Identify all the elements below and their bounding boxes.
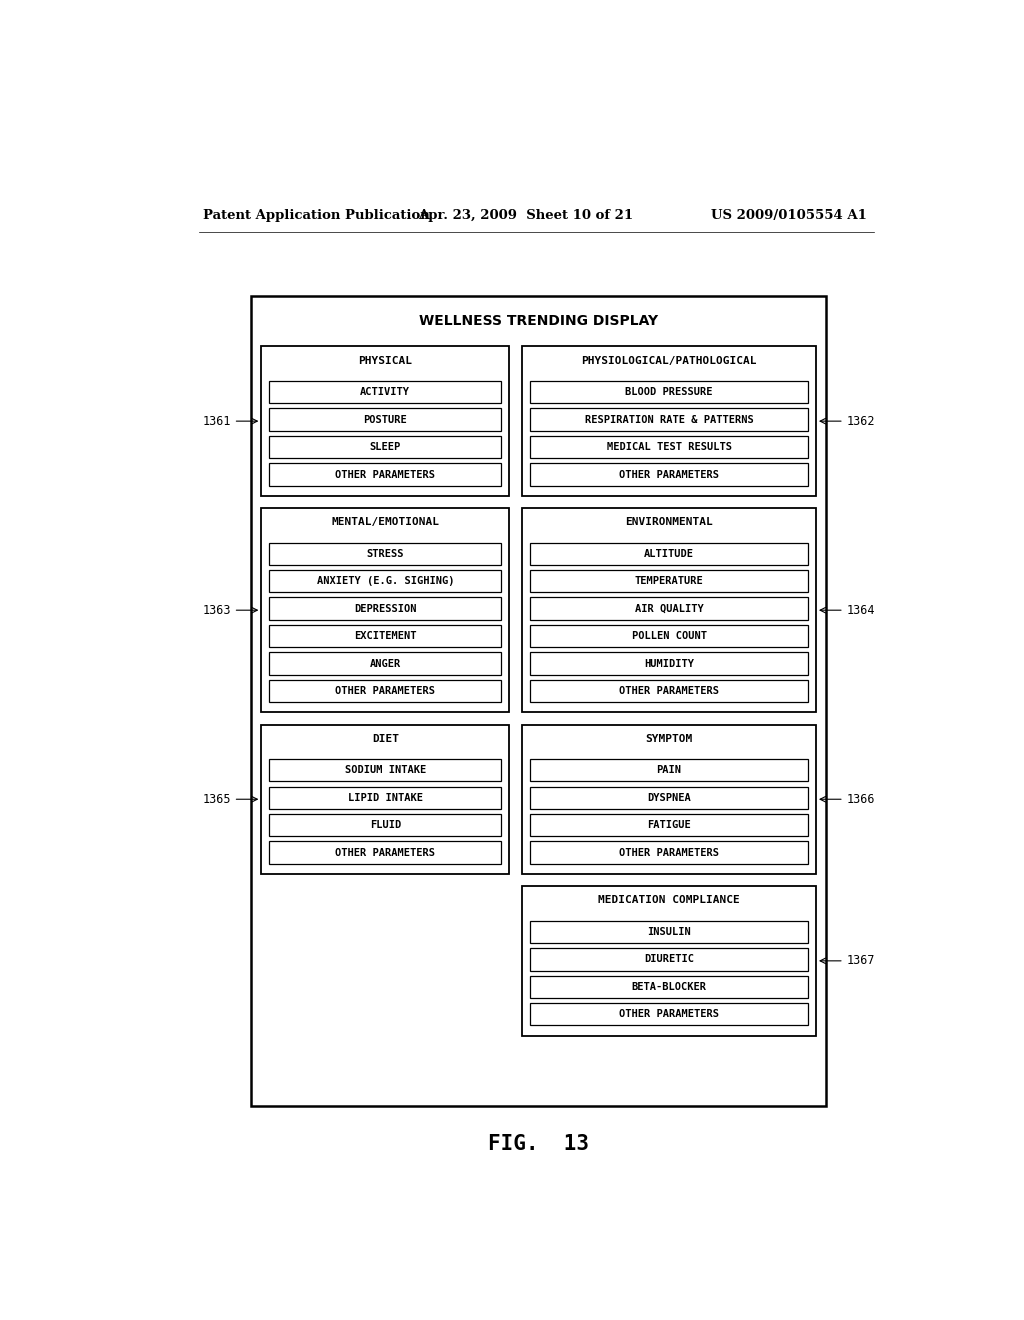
Bar [261, 725, 509, 874]
Text: DYSPNEA: DYSPNEA [647, 793, 691, 803]
Text: INSULIN: INSULIN [647, 927, 691, 937]
Bar [530, 814, 808, 837]
Text: ANGER: ANGER [370, 659, 401, 668]
Bar [530, 436, 808, 458]
Bar [530, 1003, 808, 1026]
Bar [269, 436, 502, 458]
Bar [269, 759, 502, 781]
Bar [269, 680, 502, 702]
Text: OTHER PARAMETERS: OTHER PARAMETERS [335, 470, 435, 479]
Text: OTHER PARAMETERS: OTHER PARAMETERS [335, 686, 435, 696]
Text: WELLNESS TRENDING DISPLAY: WELLNESS TRENDING DISPLAY [419, 314, 658, 327]
Bar [530, 680, 808, 702]
Text: MENTAL/EMOTIONAL: MENTAL/EMOTIONAL [332, 517, 439, 527]
Bar [522, 508, 816, 713]
Bar [530, 975, 808, 998]
Bar [530, 408, 808, 430]
Bar [261, 346, 509, 496]
Text: POSTURE: POSTURE [364, 414, 408, 425]
Text: PHYSIOLOGICAL/PATHOLOGICAL: PHYSIOLOGICAL/PATHOLOGICAL [582, 355, 757, 366]
Text: ALTITUDE: ALTITUDE [644, 549, 694, 558]
Bar [251, 296, 826, 1106]
Text: FIG.  13: FIG. 13 [488, 1134, 589, 1154]
Text: Patent Application Publication: Patent Application Publication [204, 209, 430, 222]
Text: MEDICAL TEST RESULTS: MEDICAL TEST RESULTS [606, 442, 731, 451]
Text: ACTIVITY: ACTIVITY [360, 387, 411, 397]
Bar [269, 787, 502, 809]
Bar [530, 759, 808, 781]
Text: PAIN: PAIN [656, 766, 682, 775]
Text: TEMPERATURE: TEMPERATURE [635, 577, 703, 586]
Text: RESPIRATION RATE & PATTERNS: RESPIRATION RATE & PATTERNS [585, 414, 754, 425]
Text: HUMIDITY: HUMIDITY [644, 659, 694, 668]
Text: 1364: 1364 [846, 603, 874, 616]
Text: MEDICATION COMPLIANCE: MEDICATION COMPLIANCE [598, 895, 740, 906]
Text: 1365: 1365 [203, 793, 231, 805]
Bar [530, 463, 808, 486]
Text: BLOOD PRESSURE: BLOOD PRESSURE [626, 387, 713, 397]
Bar [522, 886, 816, 1036]
Text: ANXIETY (E.G. SIGHING): ANXIETY (E.G. SIGHING) [316, 577, 454, 586]
Bar [530, 381, 808, 404]
Bar [530, 787, 808, 809]
Bar [269, 598, 502, 620]
Text: SODIUM INTAKE: SODIUM INTAKE [345, 766, 426, 775]
Bar [522, 725, 816, 874]
Text: OTHER PARAMETERS: OTHER PARAMETERS [620, 847, 719, 858]
Text: Apr. 23, 2009  Sheet 10 of 21: Apr. 23, 2009 Sheet 10 of 21 [418, 209, 633, 222]
Text: 1363: 1363 [203, 603, 231, 616]
Text: FATIGUE: FATIGUE [647, 820, 691, 830]
Text: 1366: 1366 [846, 793, 874, 805]
Bar [269, 624, 502, 647]
Bar [269, 814, 502, 837]
Bar [530, 948, 808, 970]
Text: SYMPTOM: SYMPTOM [645, 734, 692, 743]
Bar [269, 570, 502, 593]
Text: EXCITEMENT: EXCITEMENT [354, 631, 417, 642]
Bar [522, 346, 816, 496]
Bar [530, 921, 808, 942]
Text: BETA-BLOCKER: BETA-BLOCKER [632, 982, 707, 991]
Text: OTHER PARAMETERS: OTHER PARAMETERS [620, 686, 719, 696]
Bar [530, 598, 808, 620]
Text: DEPRESSION: DEPRESSION [354, 603, 417, 614]
Text: 1367: 1367 [846, 954, 874, 968]
Text: DIET: DIET [372, 734, 398, 743]
Text: LIPID INTAKE: LIPID INTAKE [348, 793, 423, 803]
Text: OTHER PARAMETERS: OTHER PARAMETERS [335, 847, 435, 858]
Bar [269, 463, 502, 486]
Bar [530, 543, 808, 565]
Text: SLEEP: SLEEP [370, 442, 401, 451]
Text: AIR QUALITY: AIR QUALITY [635, 603, 703, 614]
Text: FLUID: FLUID [370, 820, 401, 830]
Text: PHYSICAL: PHYSICAL [358, 355, 413, 366]
Text: OTHER PARAMETERS: OTHER PARAMETERS [620, 470, 719, 479]
Text: 1361: 1361 [203, 414, 231, 428]
Text: 1362: 1362 [846, 414, 874, 428]
Bar [269, 543, 502, 565]
Bar [530, 624, 808, 647]
Text: POLLEN COUNT: POLLEN COUNT [632, 631, 707, 642]
Text: DIURETIC: DIURETIC [644, 954, 694, 965]
Bar [269, 841, 502, 863]
Bar [269, 408, 502, 430]
Text: STRESS: STRESS [367, 549, 404, 558]
Bar [530, 652, 808, 675]
Bar [530, 570, 808, 593]
Text: US 2009/0105554 A1: US 2009/0105554 A1 [712, 209, 867, 222]
Text: ENVIRONMENTAL: ENVIRONMENTAL [626, 517, 713, 527]
Bar [269, 652, 502, 675]
Bar [530, 841, 808, 863]
Text: OTHER PARAMETERS: OTHER PARAMETERS [620, 1010, 719, 1019]
Bar [261, 508, 509, 713]
Bar [269, 381, 502, 404]
